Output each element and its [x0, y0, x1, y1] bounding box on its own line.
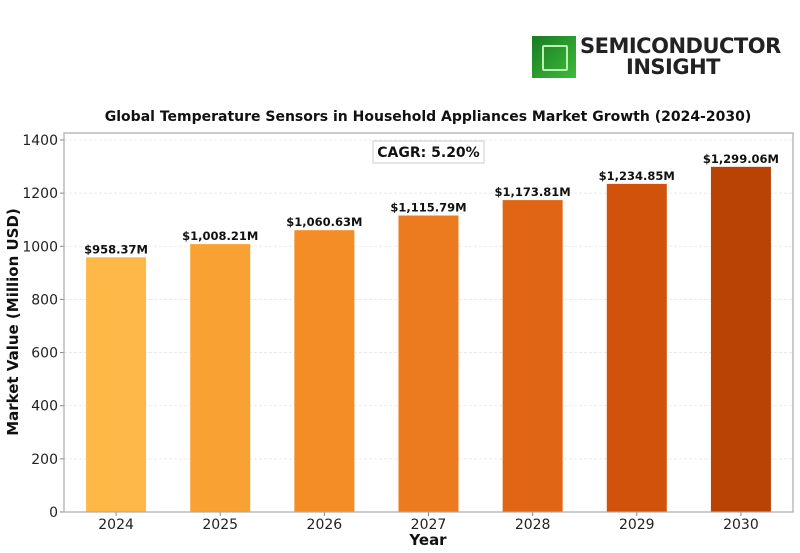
x-axis-ticks: 2024 2025 2026 2027 2028 2029 2030: [98, 512, 759, 533]
data-label: $1,115.79M: [390, 201, 466, 215]
bar-2030: [710, 166, 771, 512]
bars: [86, 166, 771, 513]
y-tick-label: 1000: [22, 239, 58, 255]
data-label: $1,008.21M: [182, 229, 258, 243]
data-labels: $958.37M $1,008.21M $1,060.63M $1,115.79M $1…: [84, 152, 779, 257]
y-tick-label: 400: [31, 399, 58, 415]
bar-2029: [606, 183, 667, 512]
chart-title: Global Temperature Sensors in Household …: [105, 109, 751, 125]
data-label: $1,173.81M: [495, 185, 571, 199]
bar-2024: [86, 257, 147, 512]
data-label: $1,060.63M: [286, 215, 362, 229]
cagr-annotation: CAGR: 5.20%: [377, 145, 479, 161]
y-tick-label: 200: [31, 452, 58, 468]
x-tick-label: 2026: [307, 517, 343, 533]
y-tick-label: 600: [31, 346, 58, 362]
x-tick-label: 2024: [98, 517, 134, 533]
cagr-box: [372, 140, 485, 164]
y-axis-label: Market Value (Million USD): [4, 208, 22, 436]
bar-2026: [294, 230, 355, 512]
x-tick-label: 2028: [515, 517, 551, 533]
data-label: $1,299.06M: [703, 152, 779, 166]
gridlines: [64, 139, 793, 460]
y-tick-label: 1200: [22, 186, 58, 202]
bar-2027: [398, 215, 459, 512]
x-tick-label: 2025: [202, 517, 238, 533]
y-tick-label: 1400: [22, 133, 58, 149]
bar-2028: [502, 200, 563, 512]
bar-2025: [190, 244, 251, 513]
data-label: $958.37M: [84, 242, 148, 256]
y-tick-label: 0: [49, 505, 58, 521]
x-tick-label: 2027: [411, 517, 447, 533]
microchip-icon: [532, 36, 576, 78]
y-axis-ticks: 0 200 400 600 800 1000 1200 1400: [22, 133, 64, 521]
plot-frame: [63, 132, 794, 513]
y-tick-label: 800: [31, 292, 58, 308]
x-axis-label: Year: [408, 531, 447, 549]
x-tick-label: 2029: [619, 517, 655, 533]
semiconductor-insight-logo: SEMICONDUCTOR INSIGHT: [532, 34, 782, 80]
data-label: $1,234.85M: [599, 169, 675, 183]
logo-line-2: INSIGHT: [626, 55, 720, 79]
x-tick-label: 2030: [723, 517, 759, 533]
logo-line-1: SEMICONDUCTOR: [580, 34, 781, 58]
